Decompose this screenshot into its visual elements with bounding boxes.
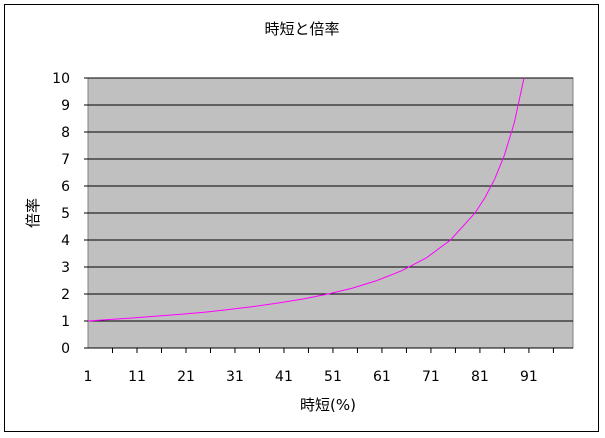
y-tick-label: 2 <box>61 287 70 303</box>
y-tick-label: 5 <box>61 206 70 222</box>
y-tick-label: 0 <box>61 341 70 357</box>
x-tick-label: 71 <box>422 369 440 385</box>
y-tick-label: 4 <box>61 233 70 249</box>
x-tick-label: 81 <box>471 369 489 385</box>
x-axis-label: 時短(%) <box>300 396 356 414</box>
x-tick-label: 31 <box>226 369 244 385</box>
y-tick-label: 7 <box>61 152 70 168</box>
y-tick-label: 3 <box>61 260 70 276</box>
y-tick-label: 6 <box>61 179 70 195</box>
y-axis-label: 倍率 <box>24 198 42 228</box>
x-tick-label: 51 <box>324 369 342 385</box>
x-tick-label: 11 <box>128 369 146 385</box>
y-tick-label: 9 <box>61 98 70 114</box>
y-tick-label: 1 <box>61 314 70 330</box>
x-tick-label: 1 <box>84 369 93 385</box>
y-tick-label: 8 <box>61 125 70 141</box>
x-tick-label: 41 <box>275 369 293 385</box>
x-tick-label: 21 <box>177 369 195 385</box>
series-line <box>87 77 525 322</box>
x-tick-label: 61 <box>373 369 391 385</box>
y-tick-label: 10 <box>52 71 70 87</box>
x-tick-label: 91 <box>520 369 538 385</box>
chart-title: 時短と倍率 <box>264 20 339 38</box>
